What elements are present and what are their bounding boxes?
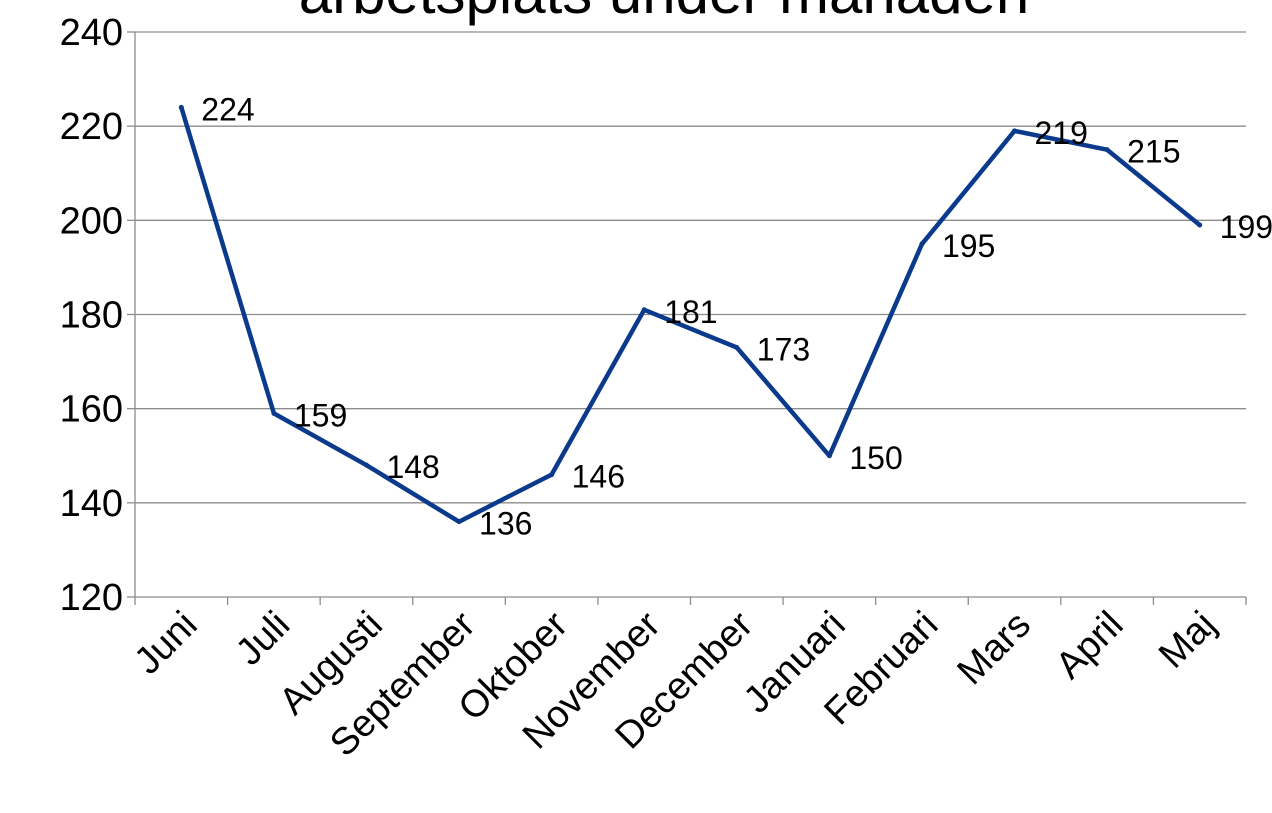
- data-label: 224: [201, 91, 254, 127]
- y-tick-label: 160: [60, 389, 123, 431]
- x-tick-label: Juli: [228, 604, 298, 674]
- data-label: 195: [942, 228, 995, 264]
- data-label: 148: [386, 449, 439, 485]
- data-label: 199: [1220, 209, 1272, 245]
- data-point: [1012, 128, 1018, 134]
- data-point: [1104, 147, 1110, 153]
- y-tick-label: 180: [60, 295, 123, 337]
- data-label: 219: [1035, 115, 1088, 151]
- gridlines: [135, 31, 1246, 504]
- data-point: [456, 519, 462, 525]
- data-label: 215: [1127, 134, 1180, 170]
- data-point: [363, 462, 369, 468]
- data-point: [1197, 222, 1203, 228]
- data-label: 173: [757, 331, 810, 367]
- y-tick-label: 240: [60, 12, 123, 54]
- data-point: [826, 453, 832, 459]
- x-tick-label: Maj: [1151, 604, 1224, 677]
- data-label: 136: [479, 506, 532, 542]
- data-point: [178, 104, 184, 110]
- data-point: [919, 241, 925, 247]
- x-tick-labels: Juni JuliAugustiSeptemberOktoberNovemberD…: [127, 603, 1224, 764]
- data-point: [271, 410, 277, 416]
- x-tick-label: Mars: [949, 604, 1038, 693]
- x-tick-label: Juni: [127, 604, 206, 683]
- data-point: [549, 472, 555, 478]
- data-label: 159: [294, 397, 347, 433]
- y-tick-label: 200: [60, 200, 123, 242]
- data-label: 150: [849, 440, 902, 476]
- axes: [127, 31, 1247, 605]
- y-tick-label: 140: [60, 483, 123, 525]
- data-point: [734, 344, 740, 350]
- series-line-group: [178, 104, 1203, 525]
- data-labels: 224 159 148 136 146 181 173 150 195 219 215 199: [201, 91, 1272, 541]
- data-point: [641, 307, 647, 313]
- y-tick-label: 220: [60, 106, 123, 148]
- y-tick-label: 120: [60, 577, 123, 619]
- data-label: 181: [664, 294, 717, 330]
- series-line: [179, 105, 1202, 524]
- y-tick-labels: 120 140 160 180 200 220 240: [60, 12, 123, 619]
- chart-title: arbetsplats under månaden: [299, 0, 1030, 26]
- data-label: 146: [572, 459, 625, 495]
- x-tick-label: April: [1048, 604, 1131, 687]
